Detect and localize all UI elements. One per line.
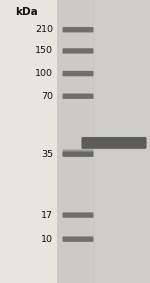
FancyBboxPatch shape — [63, 212, 93, 218]
Text: 17: 17 — [41, 211, 53, 220]
FancyBboxPatch shape — [63, 71, 93, 76]
FancyBboxPatch shape — [63, 93, 93, 99]
FancyBboxPatch shape — [63, 149, 93, 156]
FancyBboxPatch shape — [63, 237, 93, 242]
Text: 70: 70 — [41, 92, 53, 101]
Text: 210: 210 — [35, 25, 53, 34]
Text: kDa: kDa — [16, 7, 38, 17]
FancyBboxPatch shape — [81, 137, 147, 149]
Text: 35: 35 — [41, 150, 53, 159]
Text: 10: 10 — [41, 235, 53, 244]
FancyBboxPatch shape — [63, 27, 93, 32]
FancyBboxPatch shape — [63, 48, 93, 54]
Text: 100: 100 — [35, 69, 53, 78]
Text: 150: 150 — [35, 46, 53, 55]
FancyBboxPatch shape — [63, 151, 93, 157]
